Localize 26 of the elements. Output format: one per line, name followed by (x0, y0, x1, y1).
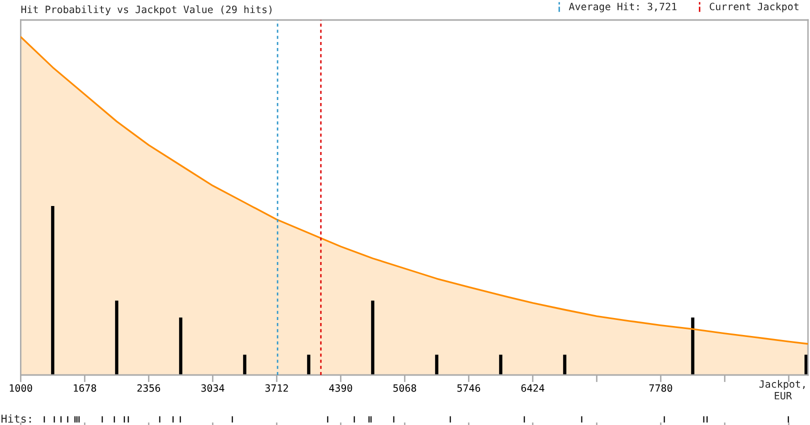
legend-label: Average Hit: 3,721 (568, 2, 676, 12)
x-tick-label: 5746 (457, 384, 480, 392)
x-tick-label: 7780 (649, 384, 672, 392)
chart-title: Hit Probability vs Jackpot Value (29 hits) (21, 5, 272, 16)
bar (115, 300, 118, 375)
bar (179, 318, 182, 375)
x-tick-label: 1678 (74, 384, 96, 392)
x-tick-label: 5068 (393, 384, 416, 392)
x-tick-label: 2356 (137, 384, 160, 392)
bar (435, 354, 438, 375)
bar (243, 354, 246, 375)
bar (51, 206, 54, 375)
bar (563, 354, 566, 375)
x-tick-label: 6424 (521, 384, 544, 392)
bar (804, 354, 808, 375)
bar (691, 318, 694, 375)
x-tick-label: 4390 (329, 384, 352, 392)
bar (371, 300, 374, 375)
legend-label: Current Jackpot (710, 2, 798, 12)
x-tick-label: 1000 (10, 384, 32, 392)
x-tick-label: 3712 (265, 384, 288, 392)
bar (499, 354, 502, 375)
x-axis-title: Jackpot, EUR (759, 380, 805, 400)
x-tick-label: 3034 (201, 384, 224, 392)
bar (307, 354, 310, 375)
y-axis-title: Hits: (2, 414, 31, 423)
